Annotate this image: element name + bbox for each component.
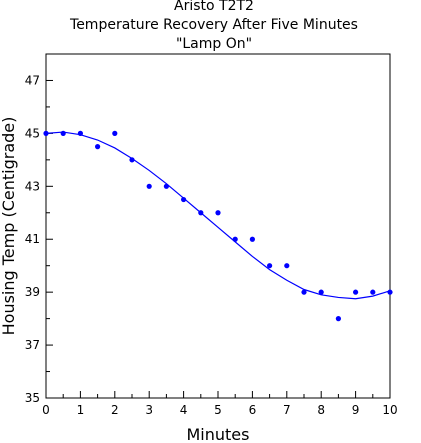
x-tick-label: 2 (111, 403, 119, 417)
data-point (112, 130, 118, 136)
x-tick-label: 5 (214, 403, 222, 417)
x-tick-label: 6 (249, 403, 257, 417)
x-tick-label: 7 (283, 403, 291, 417)
chart-title-line-2: Temperature Recovery After Five Minutes (69, 17, 358, 33)
x-tick-label: 8 (317, 403, 325, 417)
fit-curve (45, 131, 391, 300)
data-point (284, 263, 290, 269)
data-points-layer (43, 130, 393, 322)
y-tick-label: 39 (25, 285, 40, 299)
data-point (301, 289, 307, 295)
x-tick-label: 1 (77, 403, 85, 417)
data-point (232, 236, 238, 242)
chart-title-line-3: "Lamp On" (176, 36, 252, 52)
data-point (267, 263, 273, 269)
data-point (77, 130, 83, 136)
data-point (370, 289, 376, 295)
data-point (318, 289, 324, 295)
data-point (43, 130, 49, 136)
data-point (198, 210, 204, 216)
x-tick-label: 3 (145, 403, 153, 417)
y-tick-label: 35 (25, 391, 40, 405)
y-tick-label: 45 (25, 126, 40, 140)
x-tick-label: 0 (42, 403, 50, 417)
data-point (387, 289, 393, 295)
data-point (335, 316, 341, 322)
y-tick-label: 41 (25, 232, 40, 246)
y-tick-label: 47 (25, 73, 40, 87)
data-point (95, 144, 101, 150)
data-point (60, 130, 66, 136)
chart-title-line-1: Aristo T2T2 (174, 0, 254, 14)
x-axis: 0 1 2 3 4 5 6 7 8 9 10 (42, 391, 398, 417)
data-point (215, 210, 221, 216)
fit-curve-layer (45, 131, 391, 300)
data-point (353, 289, 359, 295)
x-tick-label: 10 (382, 403, 397, 417)
data-point (129, 157, 135, 163)
y-tick-label: 37 (25, 338, 40, 352)
x-tick-label: 4 (180, 403, 188, 417)
y-axis: 35 37 39 41 43 45 47 (25, 53, 53, 405)
plot-area-frame (45, 53, 391, 399)
y-axis-title: Housing Temp (Centigrade) (0, 117, 18, 336)
data-point (181, 196, 187, 203)
data-point (146, 183, 152, 189)
y-tick-label: 43 (25, 179, 40, 193)
data-point (249, 236, 255, 242)
data-point (163, 183, 169, 189)
x-tick-label: 9 (352, 403, 360, 417)
x-axis-title: Minutes (187, 425, 250, 443)
